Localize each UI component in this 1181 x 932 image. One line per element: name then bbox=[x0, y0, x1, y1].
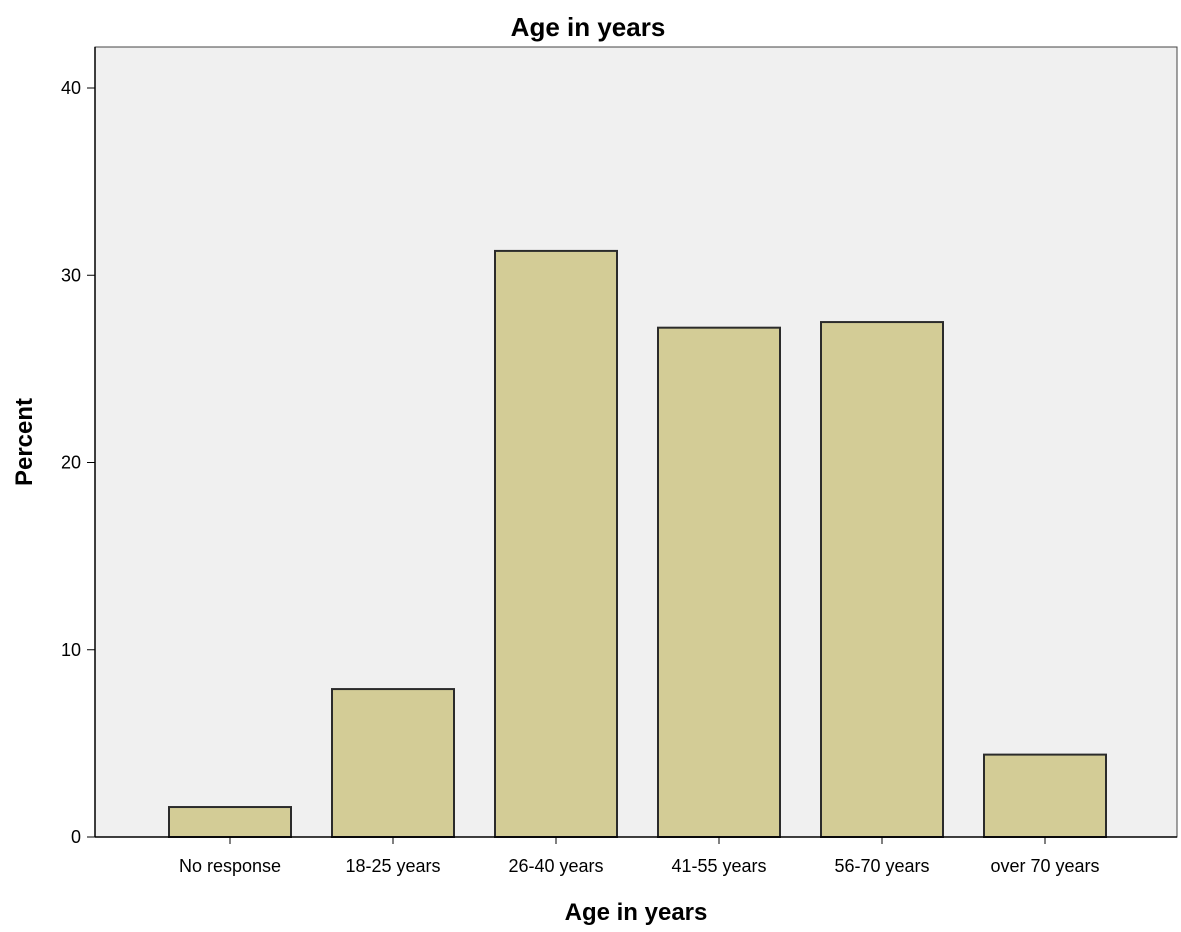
y-axis-title: Percent bbox=[11, 398, 38, 486]
y-tick-label: 0 bbox=[71, 827, 81, 847]
bar-26-40-years bbox=[494, 249, 618, 839]
x-tick-label: over 70 years bbox=[990, 856, 1099, 876]
x-tick-label: 18-25 years bbox=[345, 856, 440, 876]
bar-41-55-years bbox=[657, 326, 781, 838]
plot-area bbox=[94, 46, 1178, 838]
chart-title: Age in years bbox=[511, 12, 666, 42]
y-tick-label: 20 bbox=[61, 453, 81, 473]
x-tick-label: 41-55 years bbox=[671, 856, 766, 876]
x-tick-label: No response bbox=[179, 856, 281, 876]
bar-56-70-years bbox=[820, 321, 944, 838]
bar-over-70-years bbox=[983, 753, 1107, 838]
y-tick-label: 30 bbox=[61, 265, 81, 285]
x-axis: No response 18-25 years 26-40 years 41-55 y… bbox=[95, 836, 1177, 876]
bar-no-response bbox=[168, 806, 292, 838]
y-axis: 0 10 20 30 40 bbox=[61, 47, 96, 847]
bar-18-25-years bbox=[331, 688, 455, 839]
bars-layer bbox=[168, 249, 1107, 839]
y-tick-label: 10 bbox=[61, 640, 81, 660]
y-tick-label: 40 bbox=[61, 78, 81, 98]
x-tick-label: 56-70 years bbox=[834, 856, 929, 876]
x-tick-label: 26-40 years bbox=[508, 856, 603, 876]
x-axis-title: Age in years bbox=[565, 899, 708, 926]
